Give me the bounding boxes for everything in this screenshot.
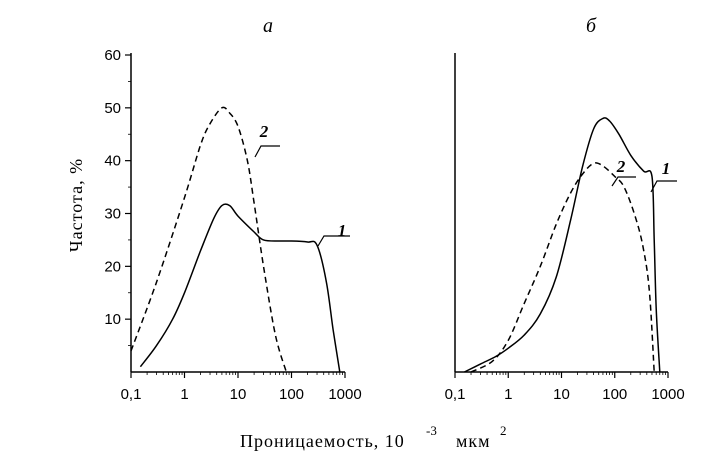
series-label-leader-1 <box>650 180 677 193</box>
x-axis-title-exponent: -3 <box>426 423 437 438</box>
x-tick-label: 100 <box>602 386 627 403</box>
panel-label: б <box>586 15 597 37</box>
x-tick-label: 1000 <box>328 386 361 403</box>
x-tick-label: 1 <box>180 386 188 403</box>
chart-panel-2: 0,1 1 10 100 1000 б 1 2 <box>445 15 685 403</box>
y-tick-label: 10 <box>104 311 121 328</box>
x-axis-title-unit: мкм <box>456 431 491 451</box>
series-label-1: 1 <box>662 159 671 178</box>
y-tick-label: 50 <box>104 100 121 117</box>
x-tick-label: 10 <box>230 386 247 403</box>
y-tick-label: 60 <box>104 47 121 64</box>
chart-panel-1: 0,1 1 10 100 1000 10 20 30 40 50 60 а 1 2 <box>104 15 361 403</box>
series-line-1 <box>464 117 661 373</box>
x-tick-label: 1000 <box>651 386 684 403</box>
series-line-2 <box>130 106 288 373</box>
y-axis-title: Частота, % <box>66 158 86 252</box>
series-label-1: 1 <box>338 221 347 240</box>
panel-label: а <box>263 15 273 37</box>
x-tick-label: 0,1 <box>445 386 466 403</box>
series-label-leader-1 <box>317 235 350 247</box>
x-axis-title-unit-exponent: 2 <box>500 423 507 438</box>
series-label-leader-2 <box>611 176 636 187</box>
series-line-2 <box>470 162 655 373</box>
series-label-leader-2 <box>254 145 280 158</box>
x-axis-title-main: Проницаемость, 10 <box>240 431 405 451</box>
series-label-2: 2 <box>616 157 626 176</box>
x-tick-label: 10 <box>553 386 570 403</box>
x-axis-title: Проницаемость, 10 -3 мкм 2 <box>240 423 507 451</box>
series-label-2: 2 <box>259 122 269 141</box>
series-line-1 <box>139 203 341 373</box>
x-tick-label: 1 <box>504 386 512 403</box>
chart-panels: 0,1 1 10 100 1000 10 20 30 40 50 60 а 1 2 0,1 1 10 100 100… <box>104 15 684 403</box>
y-tick-label: 20 <box>104 258 121 275</box>
y-tick-label: 40 <box>104 153 121 170</box>
x-tick-label: 100 <box>279 386 304 403</box>
y-tick-label: 30 <box>104 206 121 223</box>
x-tick-label: 0,1 <box>121 386 142 403</box>
